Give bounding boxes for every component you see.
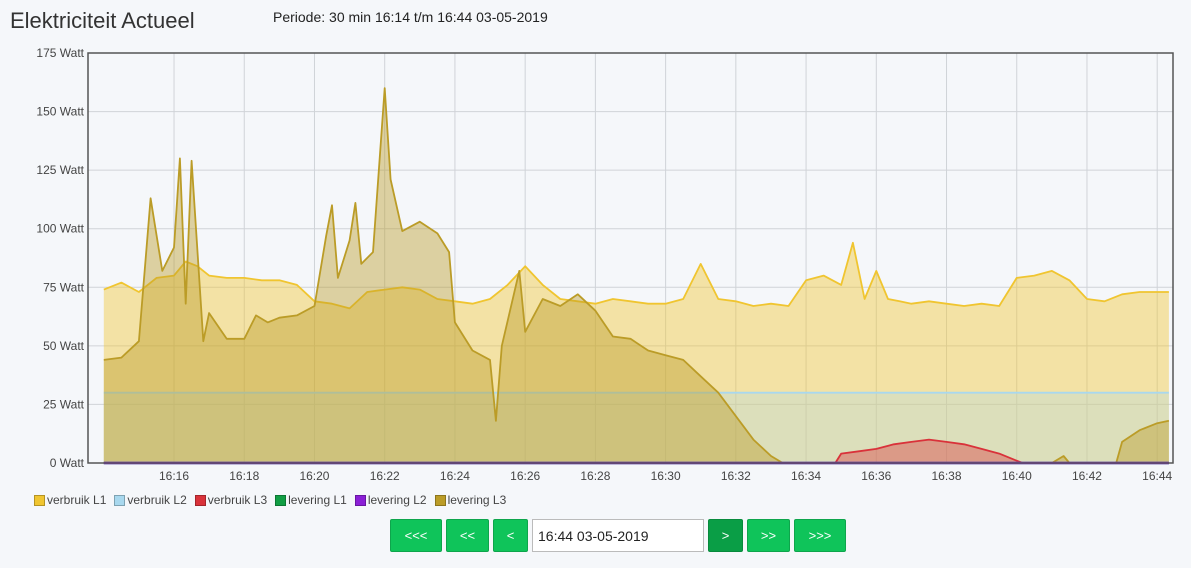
legend-item-levering-l2[interactable]: levering L2 — [354, 493, 427, 507]
x-tick-label: 16:26 — [510, 469, 540, 483]
chart: 0 Watt 25 Watt 50 Watt 75 Watt 100 Watt 125 W… — [36, 46, 1174, 483]
series-area-verbruik-l2 — [103, 392, 1169, 463]
y-tick-label: 100 Watt — [36, 222, 84, 236]
x-tick-label: 16:38 — [932, 469, 962, 483]
y-tick-label: 50 Watt — [43, 339, 85, 353]
series-line-verbruik-l3 — [103, 438, 1169, 464]
legend-label: levering L3 — [447, 493, 507, 507]
series-area-verbruik-l1 — [103, 242, 1169, 463]
legend-label: verbruik L3 — [207, 493, 268, 507]
legend-label: levering L2 — [367, 493, 427, 507]
x-tick-label: 16:30 — [651, 469, 681, 483]
x-tick-label: 16:44 — [1142, 469, 1172, 483]
y-tick-label: 25 Watt — [43, 397, 85, 411]
legend-swatch — [194, 494, 206, 506]
y-tick-label: 150 Watt — [36, 105, 84, 119]
plot-border — [87, 52, 1174, 464]
legend-item-verbruik-l1[interactable]: verbruik L1 — [34, 493, 106, 507]
legend-swatch — [275, 494, 287, 506]
next-button[interactable]: > — [708, 519, 743, 552]
page-title: Elektriciteit Actueel — [10, 8, 195, 33]
series-area-verbruik-l3 — [103, 439, 1169, 463]
next-large-button[interactable]: >> — [747, 519, 790, 552]
legend-swatch — [34, 494, 45, 506]
series-line-levering-l3 — [103, 87, 1170, 464]
y-tick-label: 75 Watt — [43, 280, 85, 294]
x-tick-label: 16:16 — [159, 469, 189, 483]
y-tick-label: 0 Watt — [50, 456, 85, 470]
first-button[interactable]: <<< — [390, 519, 442, 552]
plot-background — [88, 53, 1173, 463]
series-area-levering-l3 — [103, 88, 1169, 463]
legend-item-verbruik-l3[interactable]: verbruik L3 — [194, 493, 268, 507]
period-label: Periode: 30 min 16:14 t/m 16:44 03-05-20… — [273, 9, 548, 25]
series-line-verbruik-l1 — [103, 241, 1169, 310]
date-input[interactable] — [532, 519, 704, 552]
legend-label: verbruik L2 — [127, 493, 187, 507]
x-axis: 16:16 16:18 16:20 16:22 16:24 16:26 16:28 16:30… — [159, 469, 1173, 483]
x-tick-label: 16:18 — [229, 469, 259, 483]
x-tick-label: 16:36 — [861, 469, 891, 483]
x-tick-label: 16:32 — [721, 469, 751, 483]
x-tick-label: 16:34 — [791, 469, 821, 483]
legend-item-verbruik-l2[interactable]: verbruik L2 — [114, 493, 187, 507]
y-tick-label: 175 Watt — [36, 46, 84, 60]
x-tick-label: 16:20 — [299, 469, 329, 483]
x-tick-label: 16:40 — [1002, 469, 1032, 483]
x-tick-label: 16:42 — [1072, 469, 1102, 483]
legend-swatch — [354, 494, 366, 506]
x-tick-label: 16:28 — [580, 469, 610, 483]
legend-label: verbruik L1 — [47, 493, 107, 507]
x-tick-label: 16:22 — [370, 469, 400, 483]
legend: verbruik L1 verbruik L2 verbruik L3 leverin… — [34, 493, 514, 507]
x-tick-label: 16:24 — [440, 469, 470, 483]
prev-large-button[interactable]: << — [446, 519, 489, 552]
legend-label: levering L1 — [288, 493, 347, 507]
y-axis: 0 Watt 25 Watt 50 Watt 75 Watt 100 Watt 125 W… — [36, 46, 84, 470]
legend-swatch — [434, 494, 446, 506]
prev-button[interactable]: < — [493, 519, 528, 552]
legend-swatch — [114, 494, 126, 506]
time-navigation: <<< << < > >> >>> — [390, 519, 850, 552]
last-button[interactable]: >>> — [794, 519, 846, 552]
y-tick-label: 125 Watt — [36, 163, 84, 177]
legend-item-levering-l3[interactable]: levering L3 — [434, 493, 507, 507]
legend-item-levering-l1[interactable]: levering L1 — [275, 493, 347, 507]
chart-grid — [88, 52, 1173, 464]
